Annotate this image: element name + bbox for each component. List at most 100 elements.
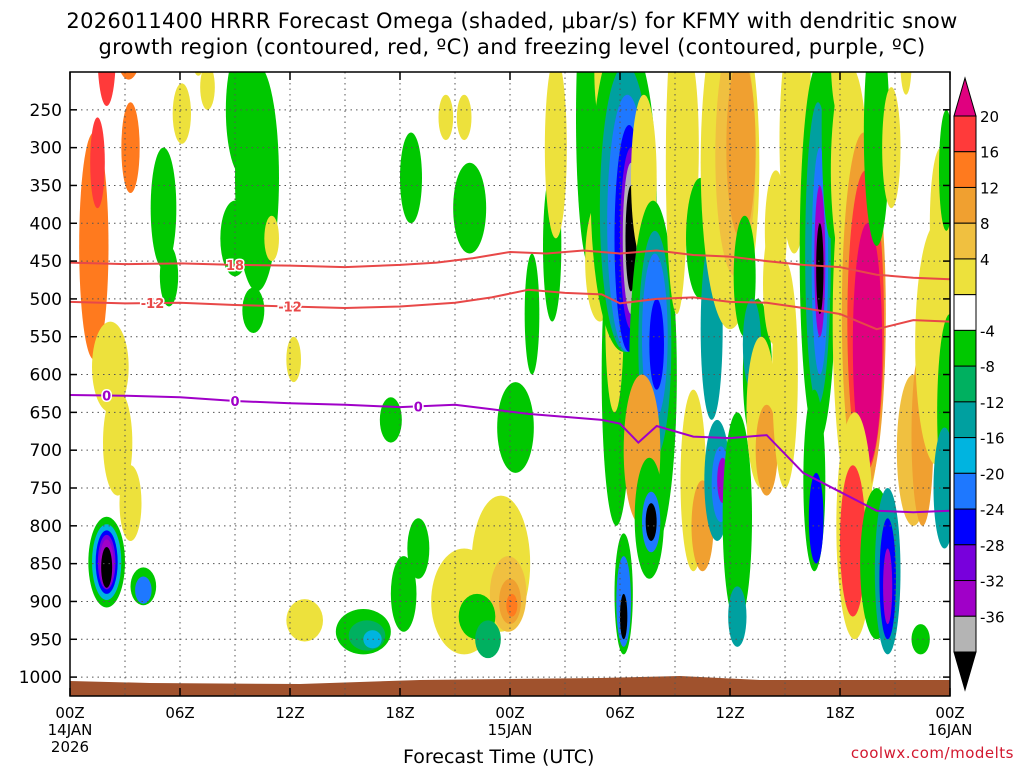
- y-tick-label-750: 750: [30, 479, 62, 499]
- omega-shade-32: [379, 397, 402, 443]
- colorbar-swatch-13: [953, 580, 977, 617]
- y-tick-label-250: 250: [30, 101, 62, 121]
- omega-shade-5: [92, 321, 129, 413]
- x-tick-label-48-0: 00Z: [935, 704, 964, 722]
- x-tick-label-42-0: 18Z: [825, 704, 854, 722]
- colorbar-label-12: -32: [980, 573, 1005, 591]
- contour-dgz-minus-18: [70, 249, 950, 281]
- omega-shade-2: [98, 72, 116, 107]
- colorbar-swatch-12: [953, 544, 977, 582]
- y-tick-label-800: 800: [30, 517, 62, 537]
- contour-label-dgz-minus-18-0: 18: [226, 259, 244, 274]
- colorbar-swatch-2: [953, 186, 977, 224]
- omega-shade-120: [883, 548, 893, 625]
- omega-shade-125: [939, 109, 950, 231]
- x-tick-label-6-0: 06Z: [165, 704, 194, 722]
- x-tick-label-0-1: 14JAN: [48, 721, 93, 739]
- omega-shade-33: [407, 518, 430, 579]
- colorbar-label-13: -36: [980, 608, 1005, 626]
- colorbar-swatch-9: [953, 437, 977, 474]
- omega-shade-45: [497, 382, 534, 473]
- colorbar-label-8: -16: [980, 430, 1005, 448]
- contour-label-freezing-level-0-2: 0: [414, 400, 423, 415]
- x-tick-label-24-0: 00Z: [495, 704, 524, 722]
- colorbar-top-arrow: [953, 76, 977, 117]
- colorbar-swatch-0: [953, 115, 977, 153]
- y-tick-label-300: 300: [30, 139, 62, 159]
- y-tick-label-650: 650: [30, 403, 62, 423]
- x-tick-label-18-0: 18Z: [385, 704, 414, 722]
- colorbar-swatch-11: [953, 508, 977, 546]
- colorbar-label-4: 4: [980, 251, 990, 269]
- y-tick-label-350: 350: [30, 176, 62, 196]
- colorbar-label-10: -24: [980, 501, 1005, 519]
- colorbar-label-9: -20: [980, 465, 1005, 483]
- colorbar-label-5: -4: [980, 322, 995, 340]
- omega-shade-15: [135, 576, 152, 604]
- omega-shade-35: [400, 132, 422, 224]
- y-tick-label-450: 450: [30, 252, 62, 272]
- omega-shade-89: [722, 412, 752, 625]
- x-tick-label-36-0: 12Z: [715, 704, 744, 722]
- colorbar-label-1: 16: [980, 144, 999, 162]
- y-tick-label-400: 400: [30, 214, 62, 234]
- omega-shade-48: [544, 72, 567, 239]
- omega-shade-111: [852, 223, 883, 466]
- contour-label-dgz-minus-12-1: -12: [278, 300, 302, 315]
- omega-shade-46: [524, 253, 540, 375]
- omega-shade-31: [390, 556, 417, 632]
- omega-shade-21: [242, 287, 265, 333]
- omega-shade-13: [101, 546, 113, 588]
- y-tick-label-500: 500: [30, 290, 62, 310]
- colorbar-swatch-3: [953, 222, 977, 260]
- colorbar-bottom-arrow: [953, 651, 977, 692]
- omega-shade-104: [808, 472, 824, 564]
- contour-label-freezing-level-0-1: 0: [230, 395, 239, 410]
- x-tick-label-0-2: 2026: [51, 738, 89, 756]
- y-tick-label-850: 850: [30, 555, 62, 575]
- omega-shade-1: [90, 117, 105, 209]
- omega-shade-26: [286, 336, 301, 383]
- y-tick-label-900: 900: [30, 592, 62, 612]
- omega-shade-85: [726, 72, 756, 239]
- omega-shade-42: [506, 593, 518, 617]
- omega-shade-70: [645, 503, 657, 541]
- omega-shade-66: [649, 298, 665, 390]
- y-tick-label-550: 550: [30, 328, 62, 348]
- contour-dgz-minus-12: [70, 288, 950, 331]
- y-tick-label-600: 600: [30, 366, 62, 386]
- source-credit: coolwx.com/modelts: [850, 744, 1014, 762]
- x-tick-label-0-0: 00Z: [55, 704, 84, 722]
- x-tick-label-24-1: 15JAN: [488, 721, 533, 739]
- x-tick-label-48-1: 16JAN: [928, 721, 973, 739]
- omega-shade-22: [172, 83, 191, 144]
- omega-shade-7: [119, 465, 142, 541]
- omega-shade-92: [755, 404, 778, 496]
- omega-shade-102: [816, 223, 824, 315]
- contour-freezing-level-0: [70, 394, 950, 514]
- colorbar-label-6: -8: [980, 358, 995, 376]
- x-tick-label-30-0: 06Z: [605, 704, 634, 722]
- omega-shade-128: [911, 624, 930, 655]
- omega-shade-16: [150, 147, 177, 269]
- colorbar-swatch-4: [953, 258, 977, 296]
- colorbar-swatch-5: [953, 294, 977, 331]
- omega-shade-116: [900, 72, 912, 95]
- chart-title-line2: growth region (contoured, red, ºC) and f…: [98, 35, 926, 59]
- omega-shade-90: [728, 586, 747, 647]
- omega-shade-36: [456, 94, 472, 141]
- omega-shade-113: [840, 465, 866, 617]
- omega-shade-24: [200, 72, 215, 110]
- omega-shade-37: [453, 162, 487, 254]
- colorbar-swatch-7: [953, 365, 977, 403]
- omega-shade-115: [882, 87, 901, 209]
- omega-shade-34: [438, 94, 454, 141]
- colorbar-swatch-10: [953, 472, 977, 510]
- contour-label-freezing-level-0-0: 0: [102, 389, 111, 404]
- colorbar-label-11: -28: [980, 537, 1005, 555]
- colorbar-swatch-6: [953, 329, 977, 367]
- colorbar-swatch-8: [953, 401, 977, 439]
- colorbar-label-0: 20: [980, 108, 999, 126]
- colorbar-swatch-1: [953, 151, 977, 188]
